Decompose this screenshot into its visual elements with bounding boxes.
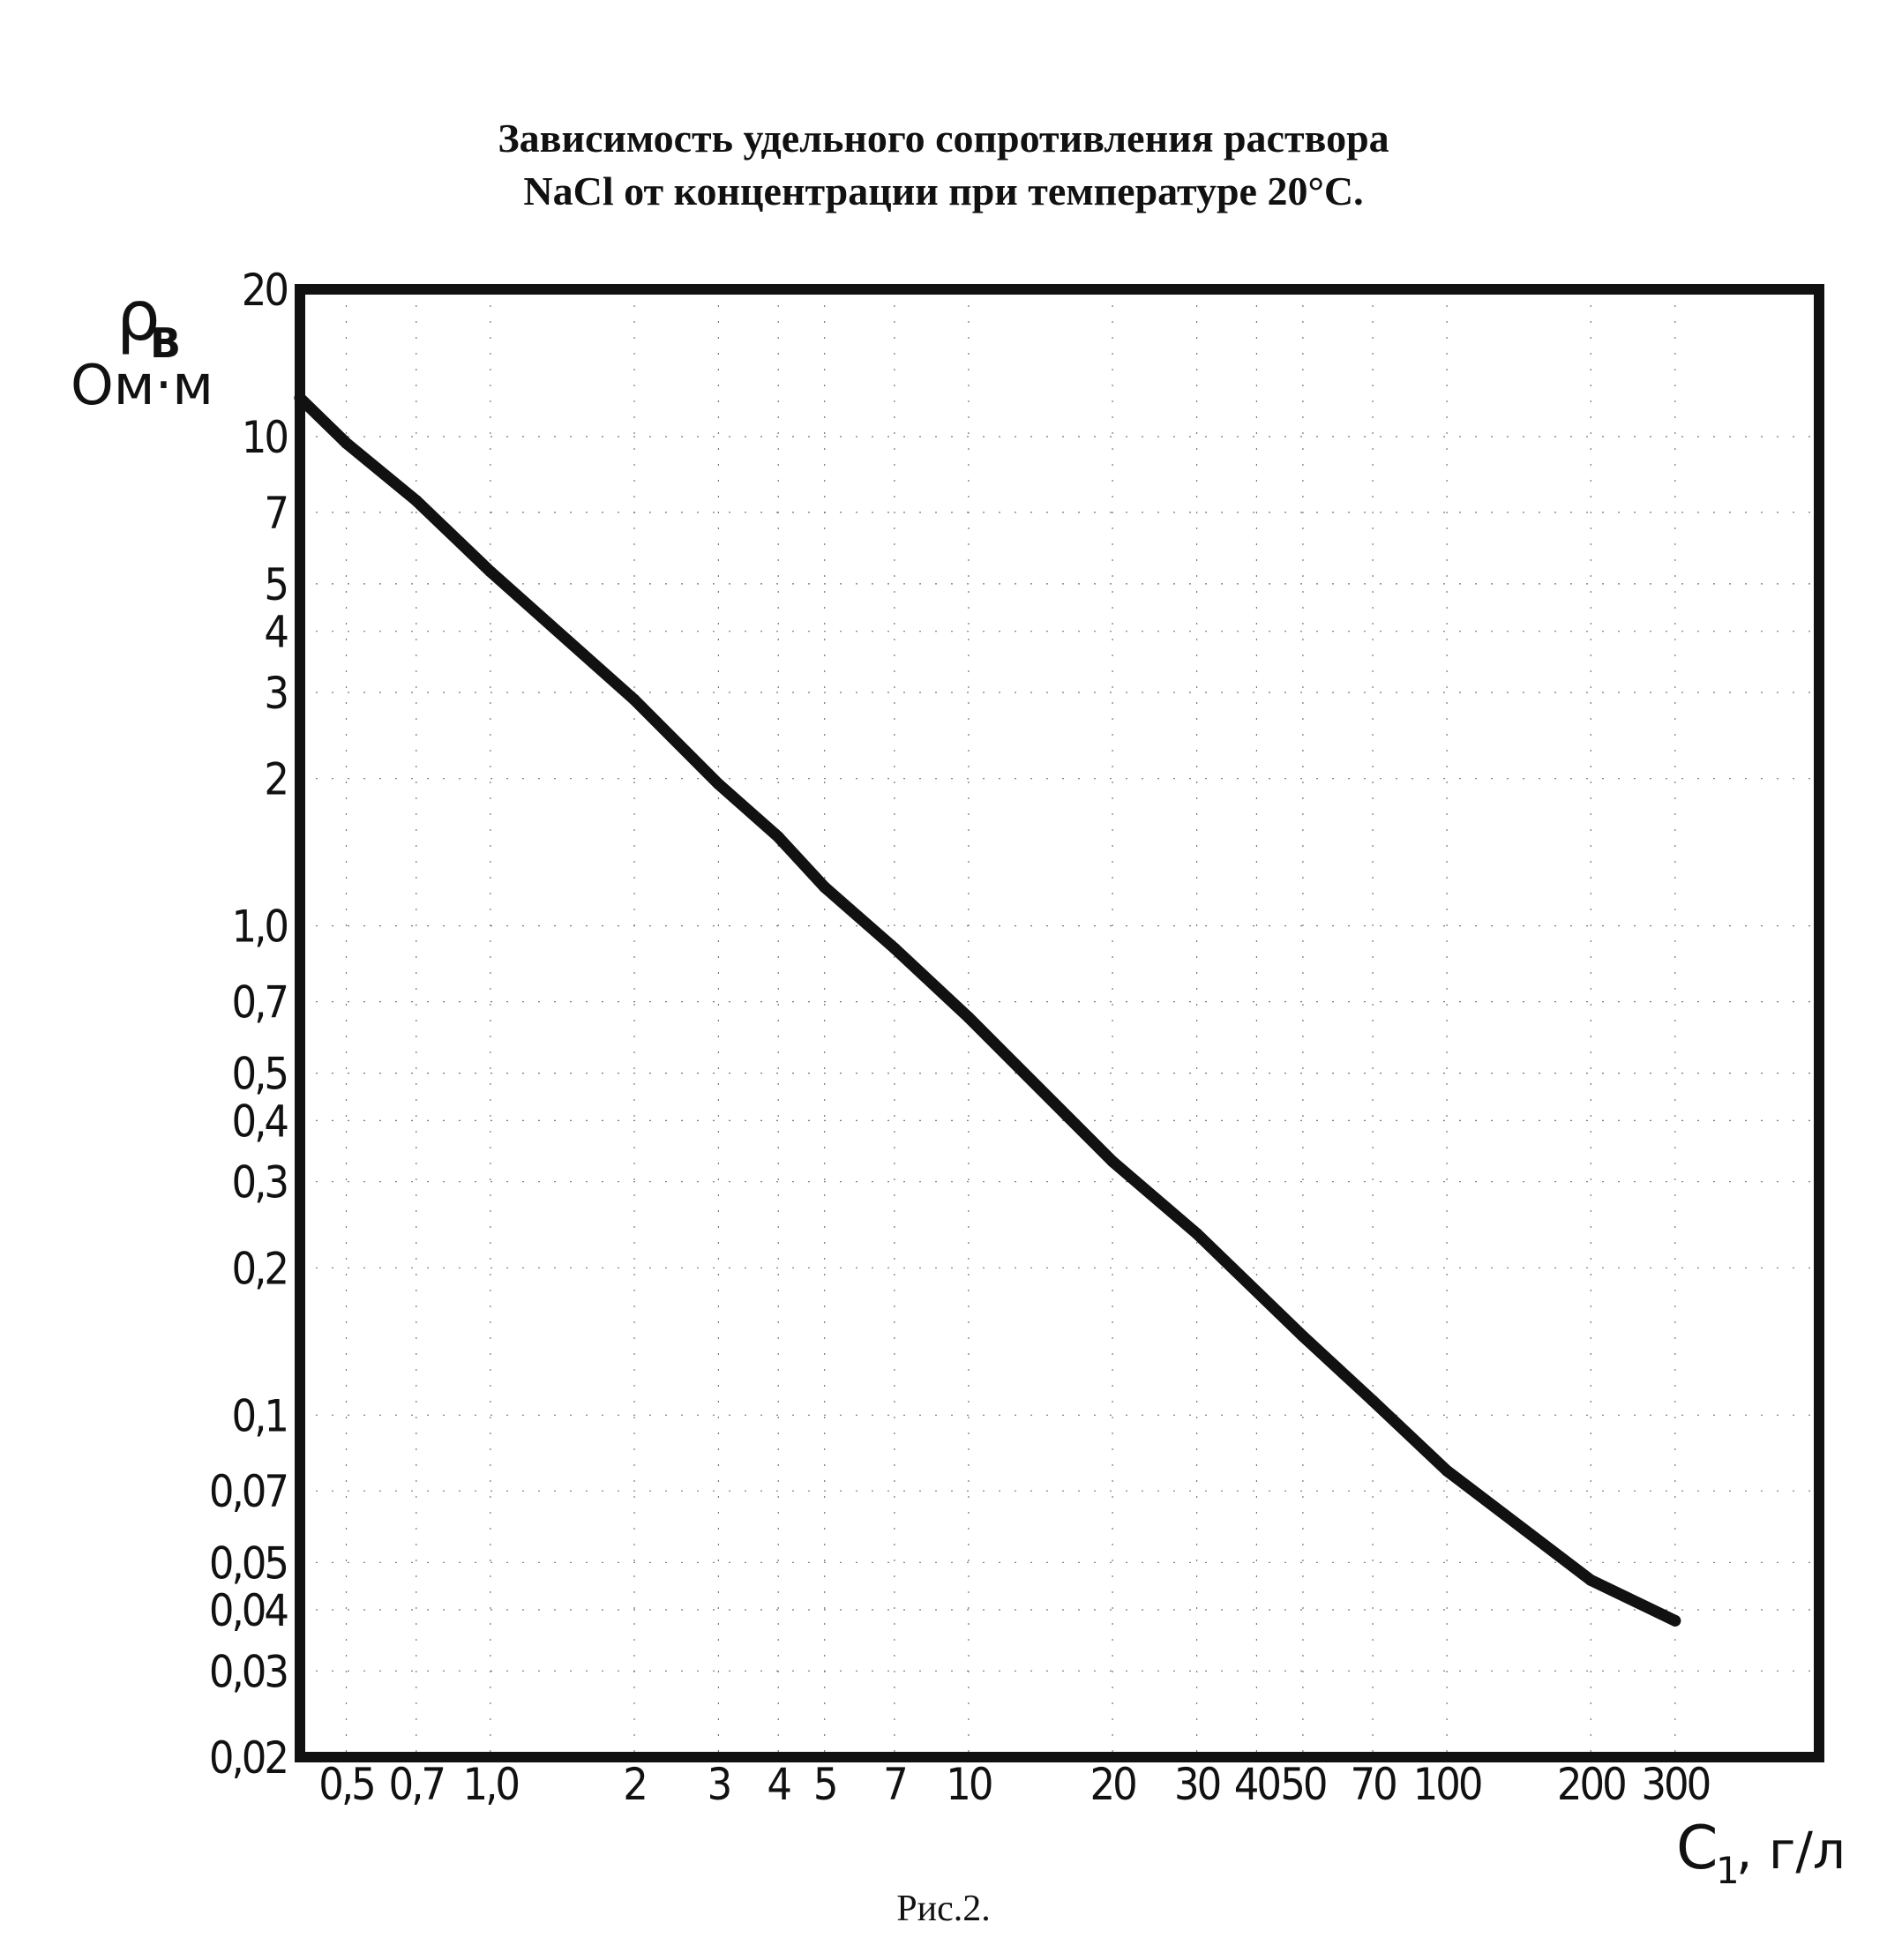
- plot-frame: [295, 284, 1824, 1762]
- series-point-0-8: [888, 942, 901, 954]
- y-tick-label-3: 5: [264, 559, 287, 610]
- x-tick-label-4: 3: [708, 1759, 730, 1810]
- x-axis-title: C 1 , г/л: [1676, 1814, 1846, 1892]
- series-point-0-5: [712, 778, 724, 790]
- x-axis-unit: , г/л: [1736, 1821, 1846, 1881]
- x-axis-subscript: 1: [1716, 1849, 1740, 1892]
- series-point-0-13: [1367, 1395, 1379, 1407]
- y-tick-label-4: 4: [264, 607, 288, 658]
- curve-layer: [294, 392, 1681, 1627]
- y-axis-unit: Ом·м: [71, 353, 213, 417]
- series-point-0-11: [1191, 1228, 1203, 1239]
- figure-caption: Рис.2.: [896, 1889, 991, 1929]
- x-tick-label-15: 200: [1557, 1759, 1625, 1810]
- x-tick-labels: 0,5 0,7 1,0 2 3 4 5 7 10 20 30 40 50 70 100 200 300: [318, 1759, 1711, 1810]
- x-axis-symbol: C: [1676, 1814, 1718, 1883]
- y-tick-label-18: 0,02: [209, 1732, 287, 1784]
- series-point-0-12: [1297, 1330, 1309, 1343]
- x-tick-label-6: 5: [813, 1759, 836, 1810]
- y-tick-label-13: 0,1: [231, 1390, 287, 1441]
- x-tick-label-9: 20: [1090, 1759, 1135, 1810]
- y-tick-labels: 2010754321,00,70,50,40,30,20,10,070,050,…: [209, 265, 291, 1784]
- y-tick-label-8: 0,7: [231, 977, 287, 1029]
- x-tick-label-10: 30: [1174, 1759, 1220, 1810]
- y-tick-label-15: 0,05: [209, 1537, 287, 1589]
- x-tick-label-0: 0,5: [318, 1759, 374, 1810]
- x-tick-label-3: 2: [623, 1759, 646, 1810]
- y-tick-label-5: 3: [264, 668, 287, 719]
- y-tick-label-7: 1,0: [231, 901, 287, 953]
- series-point-0-10: [1106, 1156, 1119, 1168]
- series-point-0-15: [1584, 1574, 1597, 1586]
- series-point-0-4: [628, 693, 640, 706]
- series-point-0-1: [341, 437, 352, 449]
- series-point-0-14: [1441, 1464, 1453, 1477]
- y-tick-label-11: 0,3: [231, 1157, 287, 1208]
- y-tick-label-17: 0,03: [209, 1646, 288, 1697]
- x-tick-label-5: 4: [767, 1759, 790, 1810]
- x-tick-label-1: 0,7: [389, 1759, 445, 1810]
- x-tick-label-2: 1,0: [463, 1759, 519, 1810]
- y-axis-symbol: ρ: [116, 277, 161, 356]
- x-tick-label-8: 10: [946, 1759, 992, 1810]
- y-tick-label-10: 0,4: [231, 1096, 288, 1147]
- series-point-0-9: [962, 1011, 975, 1023]
- x-tick-label-12: 50: [1280, 1759, 1326, 1810]
- chart-title-line-2: NaCl от концентрации при температуре 20°…: [523, 168, 1364, 213]
- x-tick-label-11: 40: [1234, 1759, 1280, 1810]
- x-tick-label-13: 70: [1350, 1759, 1396, 1810]
- series-point-0-3: [484, 565, 497, 578]
- y-tick-label-16: 0,04: [209, 1585, 288, 1636]
- y-tick-label-14: 0,07: [209, 1466, 287, 1517]
- y-tick-label-12: 0,2: [231, 1243, 287, 1294]
- x-tick-label-14: 100: [1413, 1759, 1481, 1810]
- y-axis-subscript: B: [150, 319, 181, 367]
- series-point-0-7: [819, 881, 831, 894]
- series-line-0: [294, 392, 1681, 1627]
- y-tick-label-2: 7: [264, 488, 287, 539]
- x-tick-label-16: 300: [1641, 1759, 1709, 1810]
- series-point-0-16: [1669, 1614, 1681, 1627]
- grid: [300, 288, 1819, 1758]
- y-tick-label-0: 20: [242, 265, 288, 316]
- x-tick-label-7: 7: [883, 1759, 906, 1810]
- series-point-0-6: [772, 831, 784, 843]
- y-tick-label-1: 10: [242, 412, 288, 463]
- y-axis-title: ρ B Ом·м: [71, 277, 213, 417]
- series-point-0-2: [410, 495, 423, 506]
- y-tick-label-9: 0,5: [231, 1049, 287, 1100]
- y-tick-label-6: 2: [264, 754, 287, 805]
- chart-title-line-1: Зависимость удельного сопротивления раст…: [498, 116, 1389, 161]
